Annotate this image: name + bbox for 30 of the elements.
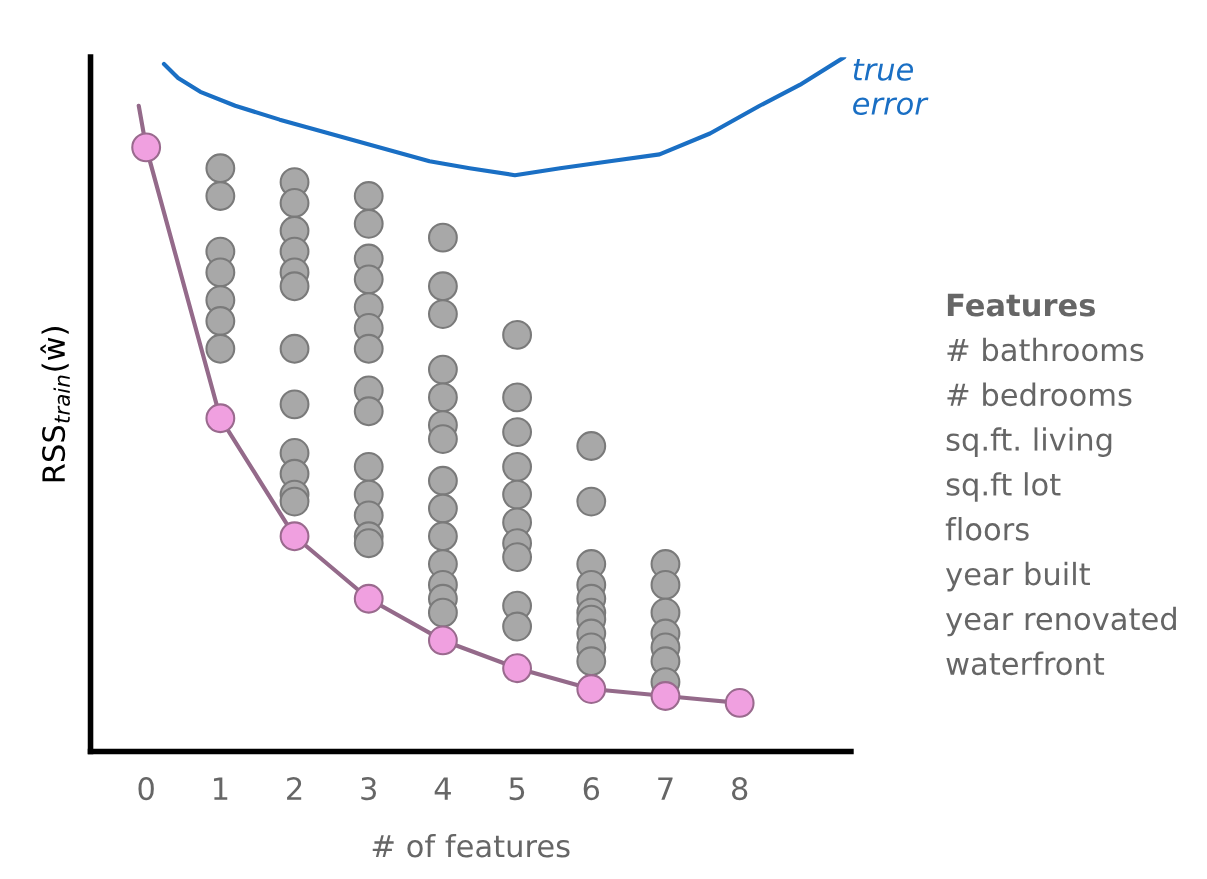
- point: [427, 625, 458, 656]
- text: # bedrooms: [947, 382, 1132, 407]
- x-tick-label: 5: [509, 777, 525, 801]
- text: sq.ft. living: [946, 427, 1112, 457]
- x-tick-label: 4: [434, 777, 451, 800]
- text: waterfront: [946, 651, 1105, 676]
- y-axis-title: RSS$_{train}$(ŵ): [40, 327, 71, 482]
- x-tick-label: 1: [213, 777, 228, 800]
- x-tick-label: 2: [287, 777, 302, 800]
- point: [353, 583, 384, 614]
- text: year renovated: [945, 606, 1176, 637]
- text: # bathrooms: [947, 337, 1144, 362]
- point: [724, 688, 755, 718]
- x-tick-label: 8: [732, 777, 748, 801]
- x-tick-label: 0: [138, 777, 154, 801]
- x-axis-title: # of features: [372, 833, 570, 858]
- point: [650, 681, 681, 711]
- point: [502, 653, 533, 684]
- series-label: true error: [853, 58, 929, 115]
- text: Features: [947, 293, 1095, 317]
- point: [576, 674, 607, 704]
- x-tick-label: 3: [361, 777, 376, 801]
- text: year built: [945, 561, 1090, 592]
- text: sq.ft lot: [946, 472, 1061, 502]
- point: [279, 521, 310, 552]
- text: floors: [945, 517, 1029, 541]
- x-tick-label: 7: [658, 777, 673, 800]
- point: [131, 132, 162, 163]
- x-tick-label: 6: [583, 777, 600, 801]
- point: [205, 403, 236, 434]
